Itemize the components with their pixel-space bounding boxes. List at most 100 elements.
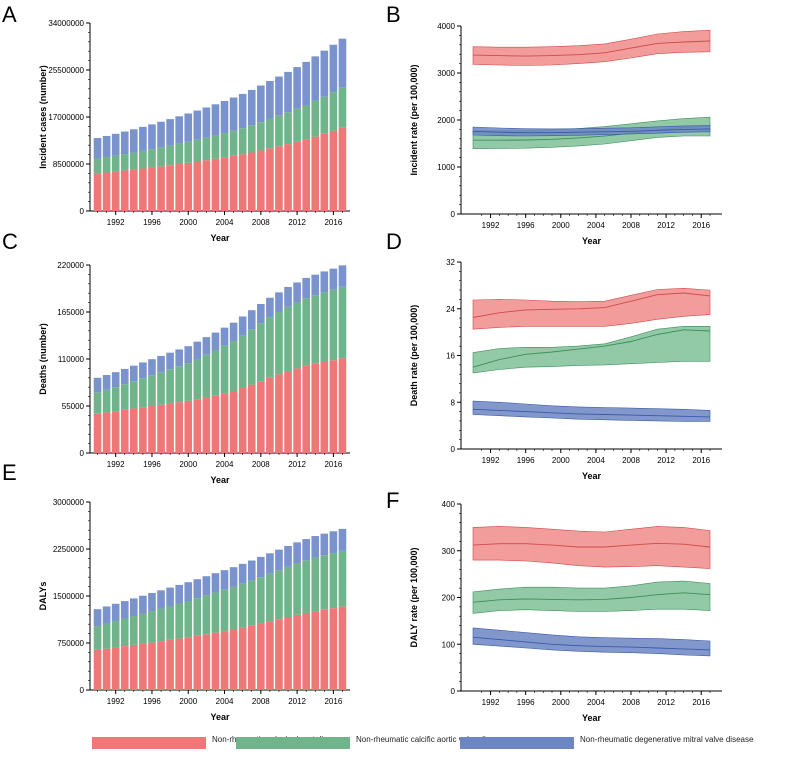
bar-segment [157, 355, 165, 373]
bar-segment [111, 387, 120, 412]
mean-line [472, 292, 711, 318]
panel-C: C 0 55000 110000 165000 220000 Year Deaths (num… [2, 229, 350, 485]
bar-segment [229, 155, 238, 211]
x-tick-label: 2000 [552, 698, 570, 707]
bar-segment [157, 590, 165, 609]
y-axis-title: Incident rate (per 100,000) [409, 64, 419, 175]
bar-segment [111, 372, 120, 388]
y-tick-label: 0 [80, 207, 85, 216]
bar-segment [247, 125, 256, 153]
x-axis-title: Year [582, 236, 602, 246]
bar-segment [102, 135, 111, 158]
bar-segment [93, 377, 102, 393]
bar-segment [102, 172, 111, 211]
mean-line [472, 40, 711, 57]
y-tick-label: 100 [442, 640, 456, 649]
bar-segment [120, 409, 129, 453]
bar-segment [302, 539, 310, 561]
x-tick-label: 2012 [288, 218, 306, 227]
bar-segment [130, 129, 138, 153]
bar-segment [266, 148, 274, 211]
bar-segment [329, 44, 338, 93]
bar-segment [175, 143, 183, 164]
x-tick-label: 2016 [692, 221, 710, 230]
x-tick-label: 1992 [482, 456, 500, 465]
legend-swatch-cavd [236, 737, 350, 749]
bar-segment [184, 363, 193, 401]
bar-segment [338, 38, 347, 88]
x-axis-title: Year [582, 471, 602, 481]
bar-segment [329, 268, 338, 290]
bar-segment [329, 608, 338, 690]
bar-segment [148, 124, 156, 150]
bar-segment [111, 621, 120, 648]
bar-segment [257, 122, 265, 151]
x-tick-label: 2000 [179, 697, 197, 706]
x-tick-label: 2000 [179, 218, 197, 227]
bar-segment [130, 169, 138, 211]
bar-segment [284, 286, 292, 307]
uncertainty-band [472, 125, 711, 137]
bar-segment [275, 374, 283, 453]
panel-label-D: D [386, 229, 402, 254]
y-axis-title: DALY rate (per 100,000) [409, 547, 419, 647]
bar-segment [257, 85, 265, 123]
bar-segment [247, 560, 256, 581]
mean-line [472, 408, 711, 418]
bar-segment [220, 570, 229, 590]
bar-segment [175, 164, 183, 211]
bar-segment [139, 378, 147, 408]
x-tick-label: 2008 [252, 697, 270, 706]
bar-segment [202, 137, 211, 161]
x-axis-title: Year [210, 712, 230, 722]
bar-segment [211, 592, 220, 633]
x-tick-label: 2016 [324, 697, 342, 706]
x-tick-label: 1996 [143, 460, 161, 469]
bar-segment [184, 162, 193, 211]
panel-label-C: C [2, 229, 18, 254]
bar-segment [211, 104, 220, 136]
bar-segment [193, 341, 202, 359]
x-tick-label: 2004 [587, 698, 605, 707]
bar-segment [320, 609, 329, 690]
bar-segment [338, 87, 347, 128]
bar-segment [293, 282, 301, 303]
y-tick-label: 1500000 [53, 592, 85, 601]
bar-segment [238, 335, 247, 389]
bar-segment [293, 614, 301, 690]
bar-segment [175, 116, 183, 144]
mean-line [472, 542, 711, 548]
bar-segment [193, 110, 202, 140]
bar-segment [184, 601, 193, 638]
bar-segment [102, 648, 111, 690]
y-tick-label: 4000 [437, 22, 455, 31]
panel-label-A: A [2, 2, 17, 27]
bar-segment [302, 298, 310, 366]
bar-segment [302, 612, 310, 690]
bar-segment [139, 168, 147, 211]
bar-segment [238, 388, 247, 453]
bar-segment [193, 161, 202, 211]
bar-segment [166, 352, 174, 370]
bar-segment [229, 629, 238, 690]
bar-segment [139, 150, 147, 169]
y-axis-title: DALYs [38, 582, 48, 611]
legend: Non-rheumatic valvular heart disease Non… [0, 728, 796, 758]
bar-segment [320, 50, 329, 97]
bar-segment [184, 637, 193, 690]
bar-segment [302, 105, 310, 140]
bar-segment [311, 136, 320, 211]
bar-segment [166, 606, 174, 640]
bar-segment [284, 306, 292, 371]
y-tick-label: 0 [80, 686, 85, 695]
bar-segment [284, 566, 292, 617]
bar-segment [202, 337, 211, 355]
bar-segment [93, 173, 102, 211]
bar-segment [148, 375, 156, 406]
bar-segment [311, 536, 320, 558]
bar-segment [102, 374, 111, 390]
bar-segment [320, 555, 329, 610]
x-tick-label: 2004 [216, 218, 234, 227]
bar-segment [148, 167, 156, 211]
uncertainty-band [472, 627, 711, 657]
